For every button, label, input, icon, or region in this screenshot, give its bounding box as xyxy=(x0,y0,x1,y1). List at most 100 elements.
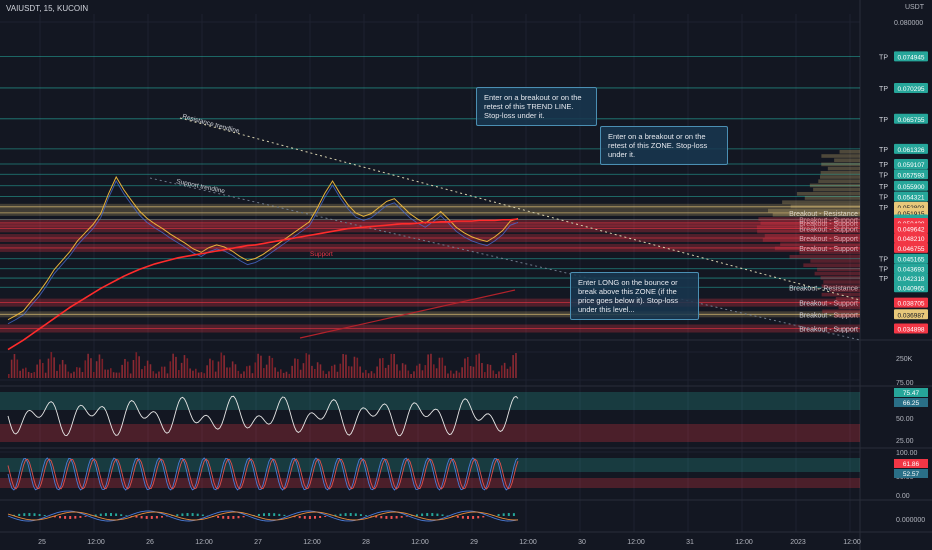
volume-profile-bar xyxy=(803,263,860,267)
volume-bar xyxy=(10,359,13,378)
volume-profile-bar xyxy=(782,200,860,204)
rsi-axis-label: 75.00 xyxy=(896,380,914,387)
price-tag-text: 0.055900 xyxy=(897,184,924,191)
macd-histogram-bar xyxy=(242,516,245,518)
price-tag xyxy=(894,113,928,124)
volume-bar xyxy=(90,358,92,378)
volume-bar xyxy=(146,360,149,378)
volume-bar xyxy=(501,365,503,378)
macd-histogram-bar xyxy=(227,516,230,519)
level-label: TP xyxy=(879,257,888,264)
macd-histogram-bar xyxy=(186,513,189,516)
volume-bar xyxy=(342,354,344,378)
volume-axis-label: 250K xyxy=(896,356,913,363)
macd-histogram-bar xyxy=(441,514,444,516)
volume-profile-bar xyxy=(817,267,860,272)
volume-bar xyxy=(461,367,463,378)
volume-bar xyxy=(251,373,254,378)
macd-histogram-bar xyxy=(380,516,383,519)
volume-bar xyxy=(382,357,384,378)
volume-bar xyxy=(498,371,500,378)
volume-bar xyxy=(469,366,472,378)
macd-histogram-bar xyxy=(456,516,459,518)
volume-bar xyxy=(149,364,152,378)
note-zone: Enter on a breakout or on the retest of … xyxy=(600,126,728,165)
volume-profile-bar xyxy=(820,175,860,179)
volume-bar xyxy=(489,364,492,378)
volume-profile-bar xyxy=(827,166,860,171)
macd-histogram-bar xyxy=(191,513,194,516)
macd-histogram-bar xyxy=(431,513,434,516)
volume-bar xyxy=(129,373,132,378)
volume-profile-bar xyxy=(839,150,860,154)
volume-profile-bar xyxy=(821,284,860,288)
volume-bar xyxy=(424,365,427,378)
volume-bar xyxy=(175,356,177,378)
volume-bar xyxy=(328,371,330,378)
volume-bar xyxy=(203,373,206,378)
macd-histogram-bar xyxy=(512,513,515,516)
volume-bar xyxy=(246,366,248,378)
volume-bar xyxy=(274,367,276,378)
macd-histogram-bar xyxy=(99,513,102,516)
stoch-axis-label: 100.00 xyxy=(896,450,918,457)
macd-histogram-bar xyxy=(421,513,424,516)
volume-bar xyxy=(16,359,19,378)
price-tag-text: 0.051915 xyxy=(897,211,924,218)
volume-bar xyxy=(81,372,84,378)
volume-bar xyxy=(197,372,200,378)
price-tag-text: 0.034898 xyxy=(897,326,924,333)
macd-histogram-bar xyxy=(410,515,413,516)
macd-histogram-bar xyxy=(18,513,21,516)
volume-bar xyxy=(495,373,497,378)
macd-histogram-bar xyxy=(405,516,408,517)
volume-bar xyxy=(433,364,435,378)
time-axis-label: 12:00 xyxy=(303,539,321,546)
macd-histogram-bar xyxy=(79,516,82,518)
price-tag-text: 0.038705 xyxy=(897,301,924,308)
volume-profile-bar xyxy=(821,301,860,305)
volume-bar xyxy=(280,369,282,378)
price-tag xyxy=(894,169,928,180)
stoch-tag xyxy=(894,459,928,468)
stoch-tag-text: 52.57 xyxy=(903,471,920,478)
price-tag-text: 0.059107 xyxy=(897,162,924,169)
time-axis-label: 12:00 xyxy=(735,539,753,546)
macd-histogram-bar xyxy=(232,516,235,519)
level-label: Breakout - Support xyxy=(799,226,858,233)
price-tag-text: 0.048210 xyxy=(897,236,924,243)
time-axis-label: 30 xyxy=(578,539,586,546)
level-label: TP xyxy=(879,172,888,179)
volume-bar xyxy=(288,373,291,378)
macd-histogram-bar xyxy=(319,516,322,519)
macd-histogram-bar xyxy=(263,513,265,516)
volume-profile-bar xyxy=(821,154,860,158)
volume-bar xyxy=(427,354,429,378)
level-label: Breakout - Support xyxy=(799,301,858,308)
time-axis-label: 12:00 xyxy=(195,539,213,546)
volume-bar xyxy=(231,361,234,378)
volume-profile-bar xyxy=(810,259,860,263)
volume-bar xyxy=(396,364,398,378)
volume-bar xyxy=(333,364,336,378)
macd-histogram-bar xyxy=(344,513,347,516)
time-axis-label: 28 xyxy=(362,539,370,546)
note-trendline: Enter on a breakout or on the retest of … xyxy=(476,87,597,126)
volume-bar xyxy=(121,364,123,378)
volume-bar xyxy=(285,371,288,378)
rsi-tag-text: 75.47 xyxy=(903,390,920,397)
volume-bar xyxy=(206,365,208,378)
volume-bar xyxy=(339,363,342,378)
rsi-overbought-band xyxy=(0,392,860,410)
volume-bar xyxy=(76,367,78,378)
volume-bar xyxy=(243,371,245,378)
price-tag xyxy=(894,158,928,169)
volume-bar xyxy=(234,364,237,378)
volume-bar xyxy=(438,357,441,378)
volume-bar xyxy=(155,373,157,378)
volume-bar xyxy=(212,360,214,378)
volume-bar xyxy=(237,370,240,378)
rsi-tag-text: 66.25 xyxy=(903,400,920,407)
volume-bar xyxy=(127,361,129,378)
